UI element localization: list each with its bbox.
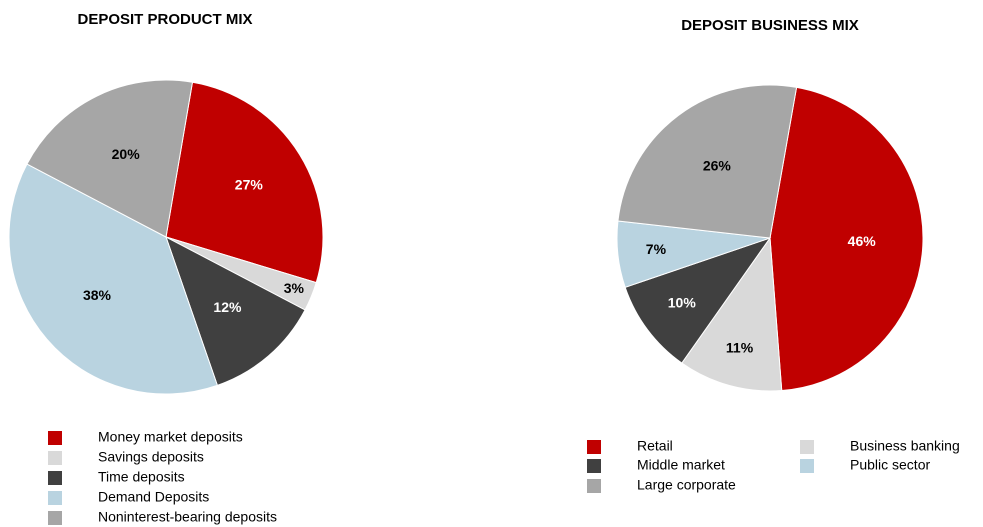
data-label: 38% <box>83 287 112 303</box>
pie-slice <box>769 86 924 392</box>
data-label: 12% <box>213 299 242 315</box>
legend-label: Demand Deposits <box>98 489 209 505</box>
legend-label: Public sector <box>850 457 930 473</box>
legend-label: Middle market <box>637 457 725 473</box>
legend-swatch <box>800 440 814 454</box>
pie-slice <box>8 163 219 395</box>
legend-label: Noninterest-bearing deposits <box>98 509 277 525</box>
legend-swatch <box>48 511 62 525</box>
pie-slice <box>165 235 306 386</box>
data-label: 3% <box>284 280 305 296</box>
data-label: 26% <box>703 158 732 174</box>
legend-label: Large corporate <box>637 477 736 493</box>
legend-label: Time deposits <box>98 469 185 485</box>
data-label: 11% <box>726 339 754 355</box>
data-label: 46% <box>848 233 877 249</box>
legend-label: Business banking <box>850 438 960 454</box>
legend-swatch <box>587 459 601 473</box>
legend-label: Retail <box>637 438 673 454</box>
data-label: 20% <box>112 146 141 162</box>
data-label: 27% <box>235 177 264 193</box>
chart-title: DEPOSIT BUSINESS MIX <box>681 17 859 34</box>
pie-slice <box>165 81 324 284</box>
legend-swatch <box>48 471 62 485</box>
data-label: 7% <box>646 241 667 257</box>
legend-swatch <box>48 451 62 465</box>
chart-title: DEPOSIT PRODUCT MIX <box>77 11 252 28</box>
pie-slice <box>26 79 194 238</box>
pie-slice <box>617 84 798 239</box>
legend-swatch <box>48 431 62 445</box>
legend-swatch <box>587 479 601 493</box>
pie-slice <box>681 236 783 392</box>
pie-slice <box>624 237 772 364</box>
legend-swatch <box>48 491 62 505</box>
legend-swatch <box>800 459 814 473</box>
legend-label: Savings deposits <box>98 449 204 465</box>
legend-swatch <box>587 440 601 454</box>
data-label: 10% <box>668 295 697 311</box>
legend-label: Money market deposits <box>98 429 243 445</box>
